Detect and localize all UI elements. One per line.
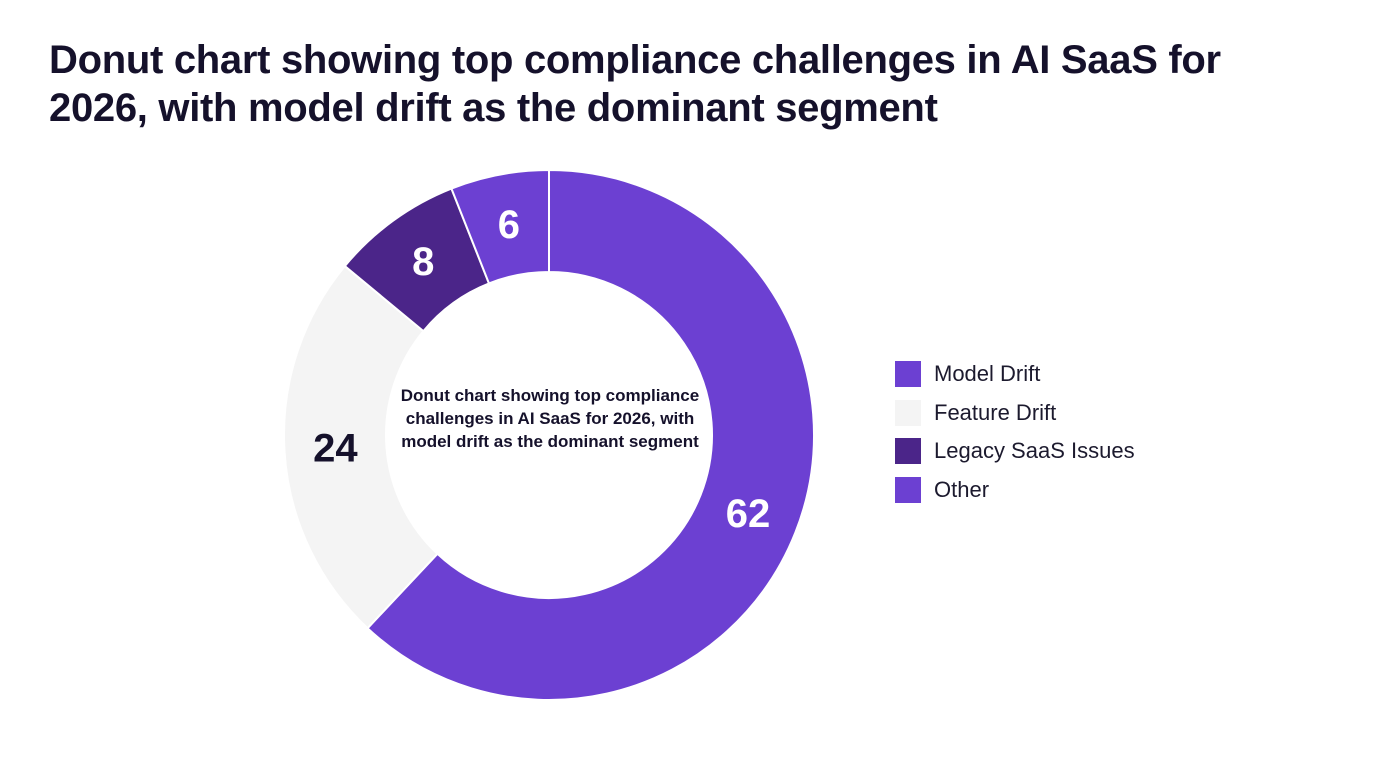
legend-label: Legacy SaaS Issues: [934, 438, 1135, 464]
legend-swatch: [895, 399, 921, 426]
chart-title: Donut chart showing top compliance chall…: [49, 38, 1221, 130]
legend-item-feature-drift: Feature Drift: [895, 394, 1135, 433]
legend-label: Feature Drift: [934, 399, 1057, 425]
data-label-feature-drift: 24: [313, 426, 358, 470]
donut-center-label: Donut chart showing top compliance chall…: [400, 386, 700, 451]
legend-label: Model Drift: [934, 361, 1041, 387]
legend-item-legacy-saas-issues: Legacy SaaS Issues: [895, 432, 1135, 471]
donut-slice-feature-drift: [283, 264, 439, 630]
legend-item-other: Other: [895, 471, 1135, 510]
chart-legend: Model Drift Feature Drift Legacy SaaS Issu…: [895, 355, 1135, 509]
legend-swatch: [895, 361, 921, 388]
donut-slice-other: [450, 168, 550, 285]
data-label-other: 6: [498, 203, 520, 247]
donut-slice-model-drift: [366, 168, 815, 701]
data-label-legacy-saas-issues: 8: [412, 240, 434, 284]
data-label-model-drift: 62: [726, 492, 771, 536]
legend-label: Other: [934, 476, 990, 502]
legend-swatch: [895, 438, 921, 465]
legend-item-model-drift: Model Drift: [895, 355, 1135, 394]
legend-swatch: [895, 476, 921, 503]
